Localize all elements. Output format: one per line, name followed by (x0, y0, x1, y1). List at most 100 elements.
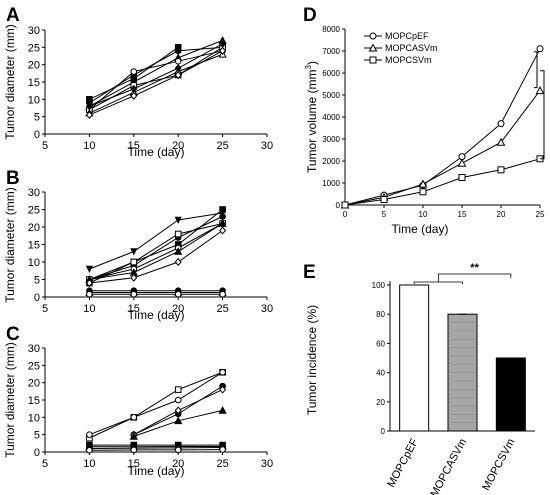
series-4 (130, 385, 227, 439)
y-tick-label: 15 (28, 395, 40, 407)
y-tick-label: 100 (372, 281, 386, 290)
series-2 (86, 368, 226, 438)
data-point (174, 57, 182, 65)
data-point (497, 120, 505, 128)
series-8 (85, 39, 227, 111)
series-line (89, 449, 223, 451)
x-tick-label: 25 (216, 458, 228, 470)
legend-marker (369, 32, 377, 40)
y-tick-label: 0 (34, 447, 40, 459)
x-tick-label: 25 (536, 210, 545, 219)
y-tick-label: 0 (34, 129, 40, 141)
y-axis-label-end: ) (305, 61, 319, 65)
series-9 (86, 446, 226, 454)
y-axis-label: Tumor diameter (mm) (3, 187, 17, 303)
panel-letter: A (6, 5, 20, 26)
data-point (219, 446, 226, 453)
data-point (457, 158, 467, 167)
series-mopcasvm (340, 86, 545, 209)
data-point (86, 290, 93, 298)
panel-letter: C (6, 324, 20, 345)
data-point (219, 39, 227, 48)
x-axis-label: Time (day) (128, 308, 185, 322)
legend-marker (369, 56, 377, 64)
x-tick-label: 25 (216, 140, 228, 152)
series-line (89, 230, 223, 284)
series-1 (85, 209, 227, 273)
y-tick-label: 30 (28, 343, 40, 355)
y-tick-label: 20 (376, 398, 385, 407)
data-point (219, 290, 226, 298)
series-line (344, 48, 541, 206)
x-tick-label: 5 (42, 458, 48, 470)
x-tick-label: 20 (497, 210, 506, 219)
legend-marker (368, 43, 378, 52)
y-axis-label: Tumor diameter (mm) (3, 24, 17, 140)
series-line (89, 39, 223, 107)
x-tick-label: MOPCSVm (480, 437, 517, 493)
bar-mopcsvm (495, 357, 526, 432)
series-1 (86, 368, 226, 442)
y-tick-label: 15 (28, 240, 40, 252)
series-line (89, 371, 223, 439)
series-2 (85, 36, 227, 110)
x-tick-label: 15 (128, 140, 140, 152)
data-point (130, 258, 138, 266)
series-line (89, 371, 223, 436)
data-point (130, 91, 138, 100)
panel-letter: B (6, 168, 20, 189)
data-point (86, 431, 93, 438)
data-point (496, 137, 506, 146)
y-tick-label: 4000 (322, 113, 340, 122)
data-point (130, 273, 138, 282)
series-line (89, 446, 223, 450)
y-tick-label: 40 (376, 369, 385, 378)
series-line (89, 50, 223, 116)
y-tick-label: 5000 (322, 91, 340, 100)
data-point (85, 278, 93, 288)
data-point (418, 179, 428, 188)
data-point (129, 432, 138, 440)
y-tick-label: 10 (28, 94, 40, 106)
data-point (86, 446, 93, 454)
data-point (130, 248, 138, 256)
series-line (89, 223, 223, 280)
y-axis-label-text: Tumor diameter (mm) (3, 24, 17, 140)
series-7 (85, 226, 227, 288)
data-point (174, 257, 182, 267)
y-tick-label: 20 (28, 378, 40, 390)
y-tick-label: 25 (28, 42, 40, 54)
y-tick-label: 30 (28, 25, 40, 37)
y-tick-label: 0 (381, 427, 386, 436)
x-axis-label: Time (day) (128, 464, 185, 478)
series-line (89, 212, 223, 270)
y-tick-label: 5 (34, 112, 40, 124)
series-line (89, 46, 223, 104)
data-point (174, 64, 182, 73)
data-point (219, 46, 227, 55)
x-axis-label: Time (day) (392, 222, 449, 236)
series-line (89, 216, 223, 280)
y-tick-label: 5 (34, 430, 40, 442)
y-tick-label: 10 (28, 412, 40, 424)
x-tick-label: 30 (261, 458, 273, 470)
y-tick-label: 25 (28, 360, 40, 372)
data-point (130, 446, 138, 454)
data-point (419, 188, 427, 196)
significance-marker: ** (470, 262, 479, 274)
y-axis-label-text: Tumor diameter (mm) (3, 187, 17, 303)
x-tick-label: 20 (172, 303, 184, 315)
y-tick-label: 5 (34, 275, 40, 287)
data-point (218, 219, 227, 227)
legend-label: MOPCASVm (385, 43, 438, 53)
x-tick-label: 25 (216, 303, 228, 315)
data-point (218, 406, 227, 414)
series-mopcsvm (341, 155, 544, 209)
data-point (219, 368, 226, 376)
data-point (219, 213, 226, 220)
y-tick-label: 7000 (322, 47, 340, 56)
series-line (89, 223, 223, 280)
